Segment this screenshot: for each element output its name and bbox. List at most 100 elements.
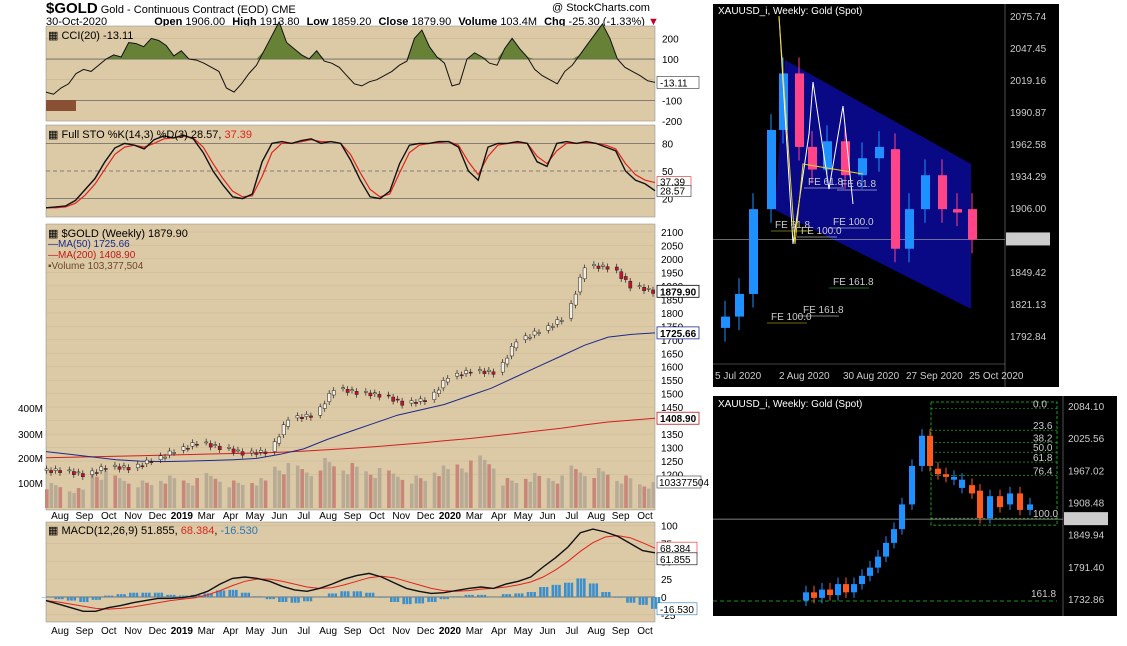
volume-tag-bg: [656, 475, 702, 489]
cci-value-tag: -13.11: [660, 78, 688, 89]
volume-bar: [181, 480, 186, 508]
volume-bar: [368, 474, 373, 508]
x-axis-label: Apr: [223, 511, 239, 522]
sto-k-value: 28.57: [190, 129, 219, 141]
mt-bottom-tick: 1849.94: [1068, 531, 1105, 542]
macd-histogram-bar: [371, 592, 375, 597]
sto-tick-label: 50: [662, 167, 674, 178]
volume-bar: [172, 478, 177, 508]
mt-bottom-candle: [859, 575, 865, 585]
macd-histogram-bar: [185, 595, 188, 597]
volume-tick-label: 400M: [18, 404, 43, 415]
mt-top-candle: [749, 209, 758, 294]
mt-top-price-tag: 1878.20: [1009, 235, 1046, 246]
exchange-label: CME: [271, 4, 296, 16]
mt-bottom-candle: [951, 476, 957, 480]
macd-histogram-bar: [480, 594, 483, 597]
macd-histogram-bar: [219, 590, 222, 597]
volume-bar: [441, 465, 446, 508]
mt-bottom-candle: [883, 542, 889, 557]
price-candle: [341, 387, 345, 389]
sto-tick-label: 20: [662, 195, 674, 206]
cci-oversold-fill-start: [46, 100, 76, 111]
volume-bar: [213, 478, 218, 508]
price-candle: [300, 417, 304, 419]
price-candle: [478, 369, 482, 372]
volume-bar: [186, 483, 190, 508]
mt-top-channel: [775, 60, 971, 309]
price-candle: [94, 472, 99, 474]
chg-value: -25.30 (-1.33%): [568, 16, 645, 28]
x-axis-label: Aug: [319, 511, 337, 522]
volume-bar: [254, 485, 259, 508]
x-axis-label: Jun: [539, 626, 555, 637]
price-candle: [135, 463, 140, 469]
volume-bar: [346, 474, 350, 508]
mt-top-tick: 1990.87: [1010, 108, 1047, 119]
mt-bottom-fib-label: 0.0: [1033, 399, 1047, 410]
macd-histogram-bar: [607, 592, 611, 597]
volume-bar: [647, 488, 651, 508]
volume-bar: [95, 476, 99, 508]
macd-histogram-bar: [458, 596, 462, 597]
macd-histogram-bar: [651, 597, 654, 609]
mt-bottom-candle: [835, 584, 841, 596]
macd-histogram-bar: [57, 597, 61, 600]
volume-tick-label: 300M: [18, 430, 43, 441]
mt-bottom-price-tag: 1878.20: [1067, 515, 1104, 526]
mt-top-candle: [841, 141, 850, 176]
macd-histogram-bar: [418, 597, 421, 604]
macd-histogram-bar: [284, 597, 288, 602]
volume-bar: [350, 463, 355, 508]
macd-histogram-bar: [505, 594, 508, 597]
mt-top-fe-label: FE 61.8: [775, 220, 810, 231]
price-candle: [90, 470, 95, 475]
mt-bottom-candle: [851, 584, 857, 593]
volume-bar: [514, 483, 519, 508]
price-candle: [509, 346, 514, 357]
macd-histogram-bar: [632, 597, 636, 603]
price-candle: [254, 452, 259, 455]
chart-header: $GOLD Gold - Continuous Contract (EOD) C…: [46, 0, 296, 17]
volume-bar: [58, 487, 63, 508]
macd-histogram-bar: [579, 578, 583, 597]
mt-bottom-tick: 1908.48: [1068, 499, 1105, 510]
macd-histogram-bar: [278, 597, 281, 602]
volume-bar: [624, 475, 628, 508]
price-candle: [364, 391, 368, 393]
cci-overbought-fill: [46, 21, 655, 60]
volume-bar: [455, 464, 460, 508]
mt-bottom-fib-label: 50.0: [1033, 443, 1053, 454]
volume-bar: [532, 473, 537, 508]
macd-histogram-bar: [530, 592, 533, 597]
volume-bar: [414, 475, 419, 508]
price-candle: [500, 362, 505, 373]
macd-line: [45, 528, 656, 612]
volume-bar: [377, 468, 382, 508]
low-value: 1859.20: [331, 16, 372, 28]
macd-histogram-bar: [135, 592, 139, 597]
chg-label: Chg: [544, 16, 566, 28]
macd-histogram-bar: [334, 593, 338, 597]
price-tick-label: 1500: [661, 390, 684, 401]
sto-tick-label: 80: [662, 139, 674, 150]
x-axis-label: Aug: [51, 626, 69, 637]
price-candle: [528, 336, 532, 339]
volume-bar: [373, 478, 377, 508]
x-axis-label: 2019: [171, 626, 194, 637]
volume-label: Volume: [458, 16, 498, 28]
mt-bottom-candle: [935, 468, 941, 475]
volume-bar: [601, 471, 605, 508]
macd-histogram-bar: [129, 592, 132, 597]
macd-panel-bg: [45, 521, 656, 623]
x-axis-label: Jul: [565, 626, 578, 637]
volume-bar: [227, 487, 232, 508]
price-candle: [204, 441, 209, 444]
mt-bottom-tick: 1967.02: [1068, 466, 1105, 477]
sto-k-line: [45, 134, 656, 209]
mt-bottom-fib-label: 61.8: [1033, 453, 1053, 464]
macd-value: 51.855: [140, 525, 175, 537]
mt-top-candle: [968, 209, 977, 240]
volume-bar: [149, 485, 154, 508]
cci-label-value: -13.11: [103, 30, 134, 42]
